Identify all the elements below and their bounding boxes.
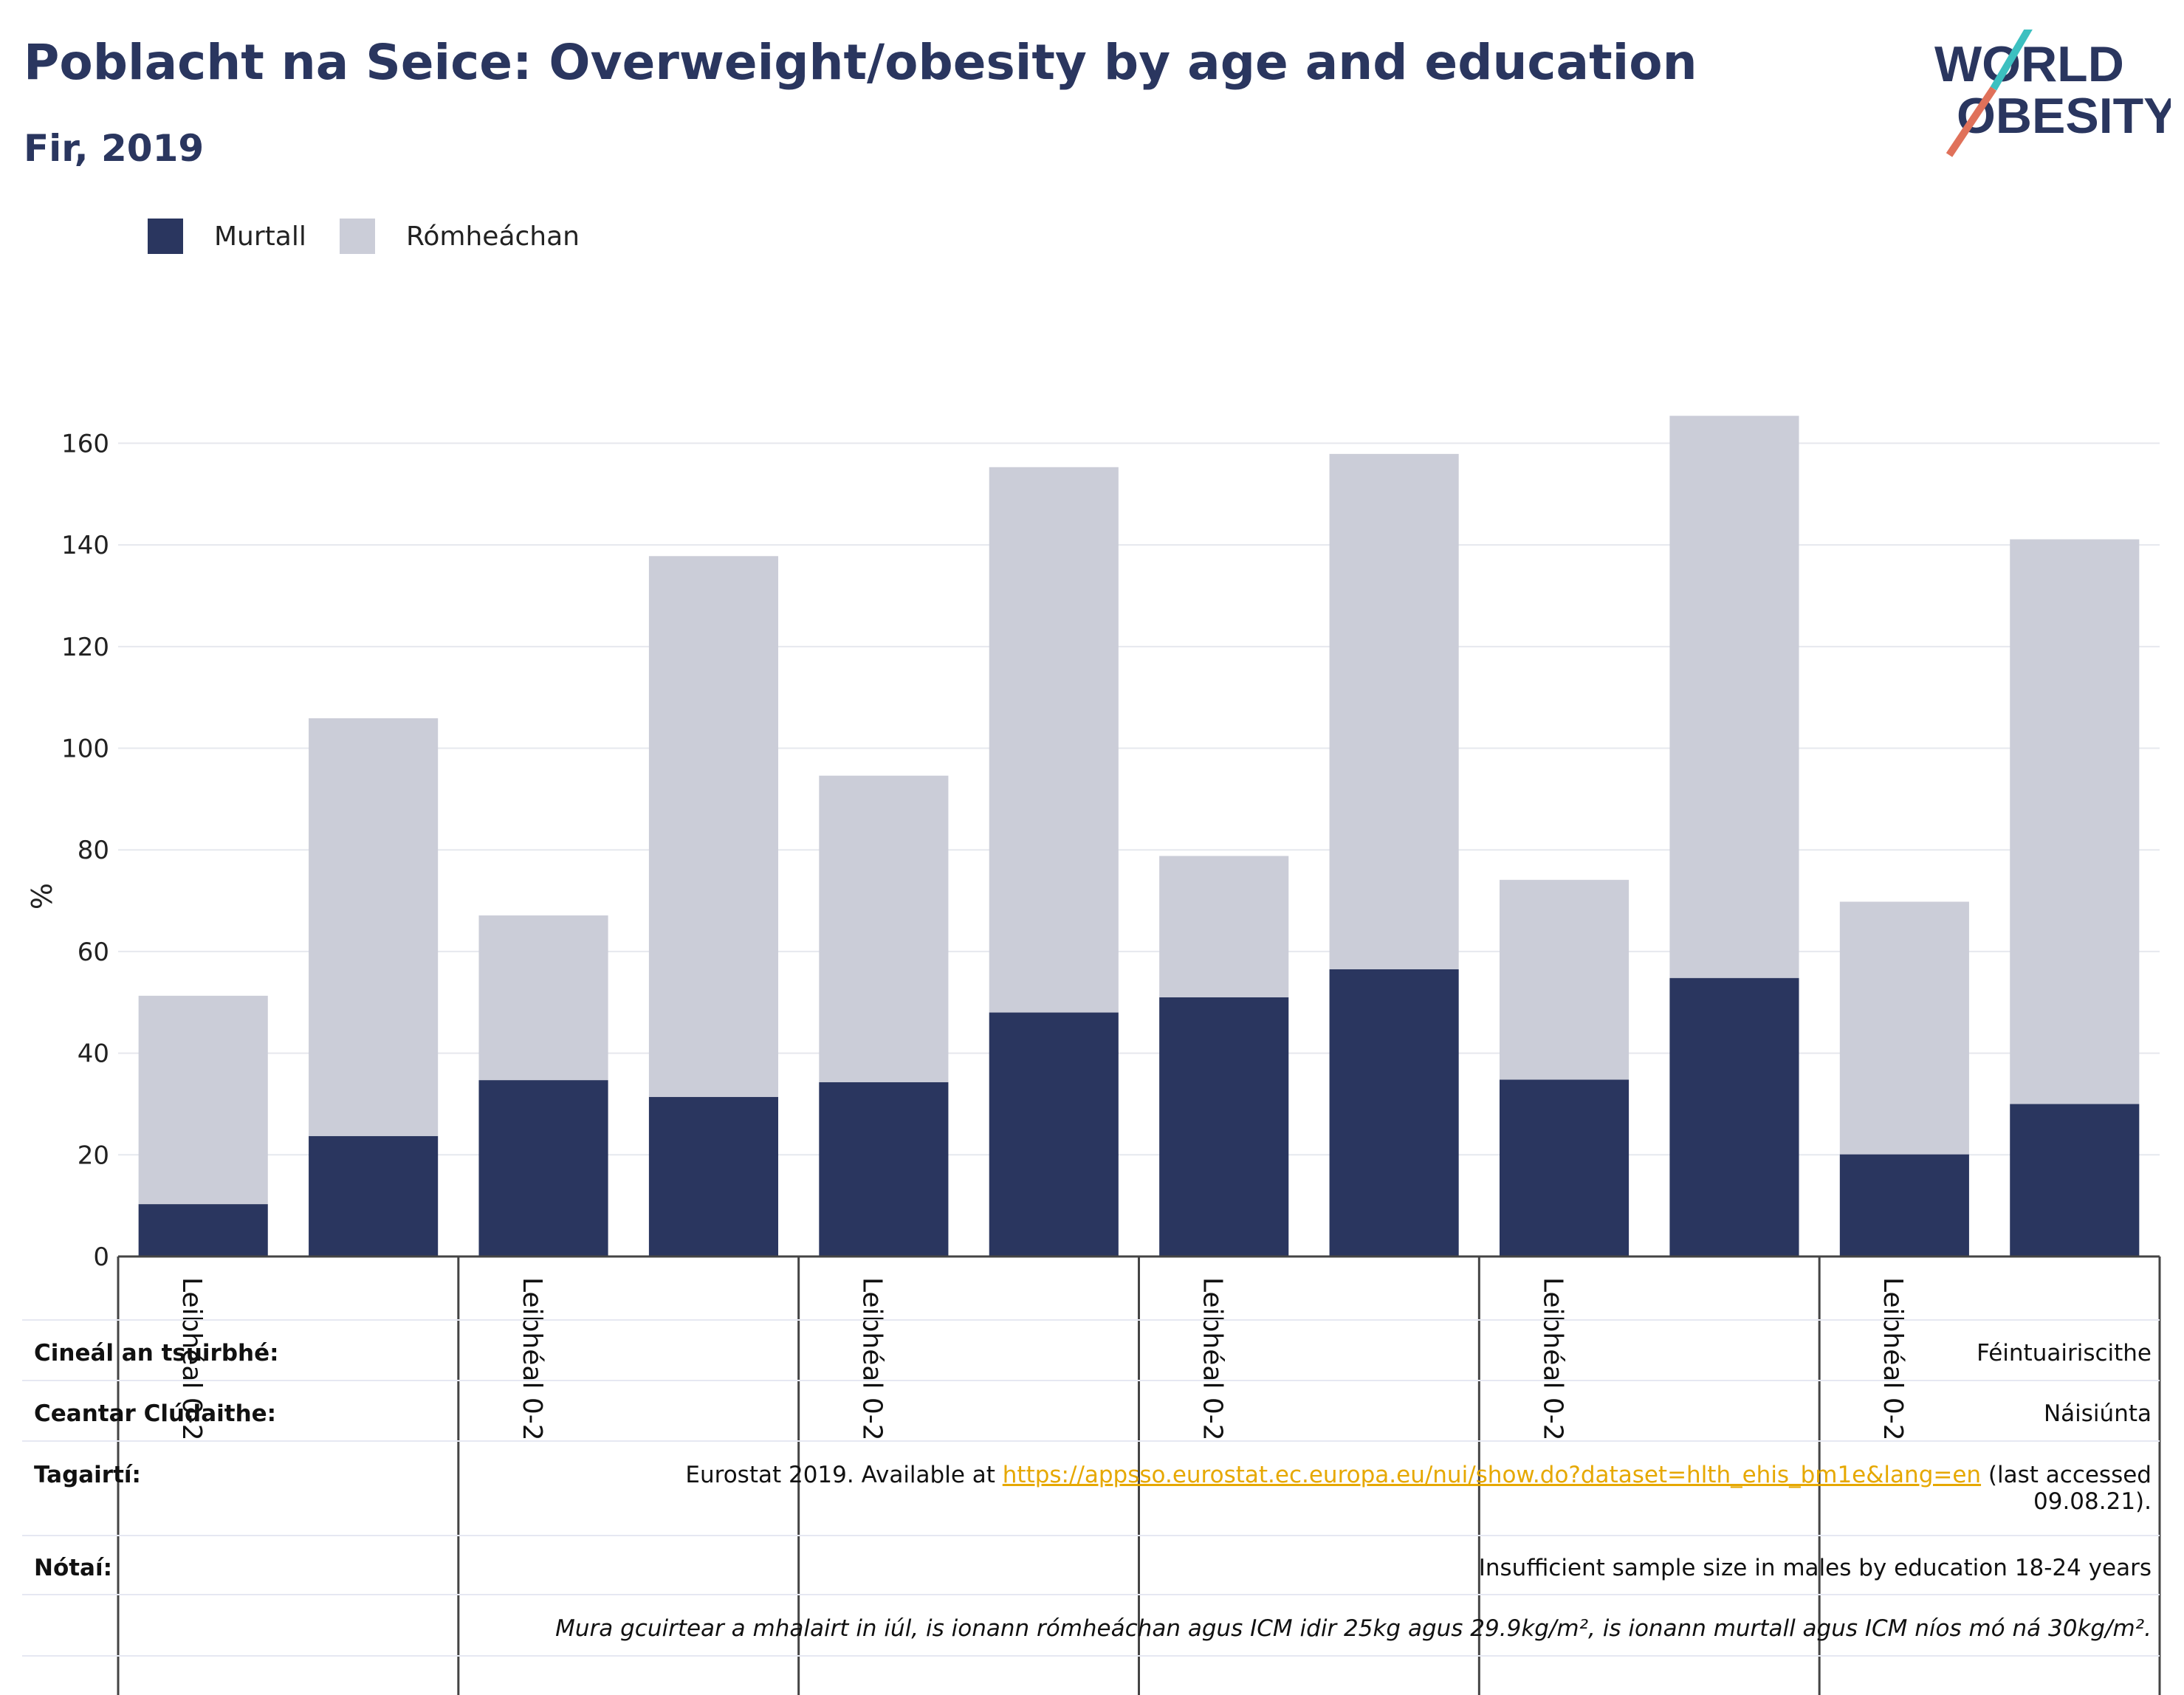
bar-obese-4 <box>648 1096 779 1256</box>
x-group-label: Leibhéal 0-2 <box>176 1277 207 1441</box>
bar-overweight-4 <box>648 556 779 1097</box>
meta-label-notes: Nótaí: <box>34 1555 113 1581</box>
reference-link[interactable]: https://appsso.eurostat.ec.europa.eu/nui… <box>1002 1462 1982 1488</box>
y-tick-label: 120 <box>61 633 109 662</box>
legend-item-overweight[interactable]: Rómheáchan <box>340 219 580 254</box>
bar-overweight-10 <box>1669 416 1799 978</box>
bar-obese-6 <box>989 1012 1119 1256</box>
y-tick-label: 140 <box>61 531 109 560</box>
bar-obese-7 <box>1159 997 1289 1256</box>
logo-line2: OBESITY <box>1957 88 2171 144</box>
reference-prefix: Eurostat 2019. Available at <box>685 1462 1003 1488</box>
meta-label-area-covered: Ceantar Clúdaithe: <box>34 1400 277 1427</box>
legend-item-obese[interactable]: Murtall <box>148 219 306 254</box>
x-group-label: Leibhéal 0-2 <box>1198 1277 1228 1441</box>
bar-overweight-8 <box>1329 453 1459 970</box>
y-tick-label: 20 <box>78 1141 109 1170</box>
meta-value-survey-type: Féintuairiscithe <box>1977 1340 2152 1366</box>
reference-suffix-line2: 09.08.21). <box>2033 1488 2152 1515</box>
bar-obese-11 <box>1839 1154 1969 1256</box>
y-tick-label: 80 <box>78 836 109 865</box>
y-tick-label: 0 <box>93 1242 109 1272</box>
bar-overweight-11 <box>1839 901 1969 1155</box>
y-tick-label: 40 <box>78 1039 109 1069</box>
legend-swatch-overweight <box>340 219 375 254</box>
bar-overweight-12 <box>2010 539 2140 1104</box>
meta-value-area-covered: Náisiúnta <box>2043 1400 2152 1427</box>
world-obesity-logo: WORLD OBESITY <box>1934 30 2171 157</box>
meta-value-notes: Insufficient sample size in males by edu… <box>1478 1555 2152 1581</box>
meta-label-references: Tagairtí: <box>34 1462 141 1488</box>
bar-obese-1 <box>138 1204 268 1256</box>
x-group-label: Leibhéal 0-2 <box>1878 1277 1908 1441</box>
x-group-label: Leibhéal 0-2 <box>1537 1277 1567 1441</box>
bar-obese-5 <box>819 1082 949 1256</box>
logo-teal-slash <box>1990 30 2033 91</box>
meta-value-definition-note: Mura gcuirtear a mhalairt in iúl, is ion… <box>555 1615 2152 1642</box>
bar-obese-12 <box>2010 1104 2140 1256</box>
logo-line1: WORLD <box>1934 36 2124 92</box>
y-tick-label: 160 <box>61 429 109 458</box>
bar-obese-9 <box>1499 1079 1630 1256</box>
bar-obese-3 <box>478 1080 608 1256</box>
meta-label-survey-type: Cineál an tsuirbhé: <box>34 1340 279 1366</box>
bar-overweight-5 <box>819 775 949 1082</box>
logo-coral-slash <box>1946 86 1997 157</box>
x-group-label: Leibhéal 0-2 <box>857 1277 887 1441</box>
bar-overweight-1 <box>138 995 268 1205</box>
bar-overweight-9 <box>1499 879 1630 1080</box>
y-tick-label: 60 <box>78 938 109 967</box>
legend-swatch-obese <box>148 219 183 254</box>
y-tick-label: 100 <box>61 735 109 764</box>
chart-subtitle: Fir, 2019 <box>24 127 205 170</box>
bar-overweight-3 <box>478 915 608 1081</box>
x-group-label: Leibhéal 0-2 <box>517 1277 547 1441</box>
meta-value-references: Eurostat 2019. Available at https://apps… <box>685 1462 2152 1515</box>
bar-obese-2 <box>309 1135 439 1256</box>
reference-suffix: (last accessed <box>1981 1462 2152 1488</box>
bar-obese-10 <box>1669 977 1799 1256</box>
bar-overweight-2 <box>309 718 439 1136</box>
bar-obese-8 <box>1329 969 1459 1256</box>
legend-label-overweight: Rómheáchan <box>406 221 580 252</box>
legend-label-obese: Murtall <box>214 221 306 252</box>
bar-overweight-6 <box>989 467 1119 1013</box>
chart-title: Poblacht na Seice: Overweight/obesity by… <box>24 34 1697 91</box>
bar-overweight-7 <box>1159 856 1289 997</box>
y-axis-label: % <box>26 883 58 910</box>
